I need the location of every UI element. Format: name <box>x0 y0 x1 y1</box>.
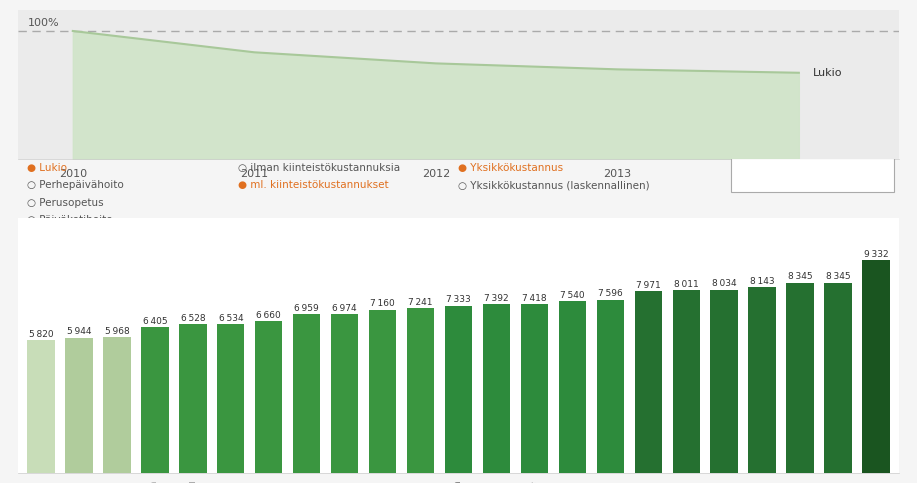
Bar <box>445 306 472 473</box>
Text: 5 820: 5 820 <box>28 330 53 339</box>
FancyBboxPatch shape <box>732 158 894 192</box>
Text: Lukio: Lukio <box>813 68 843 78</box>
Text: 7 971: 7 971 <box>635 281 660 290</box>
Bar <box>597 300 624 473</box>
Bar <box>369 310 396 473</box>
Bar <box>711 290 738 473</box>
Text: 8 143: 8 143 <box>750 277 774 286</box>
Text: 2014: 2014 <box>751 169 779 179</box>
Text: 5 944: 5 944 <box>67 327 92 336</box>
Text: 7 392: 7 392 <box>484 294 509 303</box>
Text: 8 345: 8 345 <box>825 272 850 281</box>
Text: 7 418: 7 418 <box>522 294 547 302</box>
Bar <box>293 314 320 473</box>
Text: 6 405: 6 405 <box>143 317 167 326</box>
Bar <box>255 321 282 473</box>
Text: ○ Perhepäivähoito: ○ Perhepäivähoito <box>28 180 124 190</box>
Bar <box>65 338 93 473</box>
Bar <box>482 304 510 473</box>
Text: 6 534: 6 534 <box>218 313 243 323</box>
Text: 6 528: 6 528 <box>181 314 205 323</box>
Bar <box>28 341 55 473</box>
Text: 8 034: 8 034 <box>712 280 736 288</box>
Bar <box>407 308 435 473</box>
Text: 6 660: 6 660 <box>257 311 282 320</box>
Text: 7 160: 7 160 <box>370 299 395 309</box>
Text: 9 332: 9 332 <box>864 250 889 259</box>
Text: 5 968: 5 968 <box>105 327 129 336</box>
Text: ● ml. kiinteistökustannukset: ● ml. kiinteistökustannukset <box>238 180 389 190</box>
Bar <box>862 260 889 473</box>
Text: 8 011: 8 011 <box>674 280 699 289</box>
Text: 6 974: 6 974 <box>332 304 357 313</box>
Bar <box>558 301 586 473</box>
Text: ▾: ▾ <box>870 167 877 180</box>
Text: ○ Päiväkotihoito: ○ Päiväkotihoito <box>28 215 113 226</box>
Text: ● Lukio: ● Lukio <box>28 163 67 173</box>
Text: ○ Yksikkökustannus (laskennallinen): ○ Yksikkökustannus (laskennallinen) <box>458 180 650 190</box>
Text: 100%: 100% <box>28 18 59 28</box>
Bar <box>672 290 700 473</box>
Text: 7 540: 7 540 <box>560 291 585 300</box>
Text: 7 241: 7 241 <box>408 298 433 307</box>
Bar <box>748 287 776 473</box>
Bar <box>179 324 206 473</box>
Bar <box>217 324 245 473</box>
Bar <box>824 283 852 473</box>
Text: ○ Perusopetus: ○ Perusopetus <box>28 198 104 208</box>
Text: 6 959: 6 959 <box>294 304 319 313</box>
Bar <box>787 283 813 473</box>
Text: 7 333: 7 333 <box>447 296 470 304</box>
Bar <box>141 327 169 473</box>
Text: ○ ilman kiinteistökustannuksia: ○ ilman kiinteistökustannuksia <box>238 163 401 173</box>
Bar <box>331 314 359 473</box>
Text: 7 596: 7 596 <box>598 289 623 298</box>
Bar <box>635 291 662 473</box>
Text: 8 345: 8 345 <box>788 272 812 281</box>
Bar <box>521 304 548 473</box>
Bar <box>104 337 130 473</box>
Text: ● Yksikkökustannus: ● Yksikkökustannus <box>458 163 564 173</box>
